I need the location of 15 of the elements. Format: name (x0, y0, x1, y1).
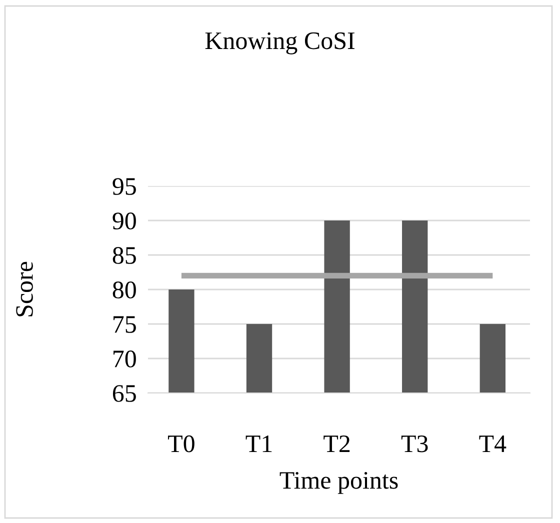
y-tick-label: 90 (112, 212, 136, 230)
x-tick-label: T2 (324, 435, 350, 452)
x-tick-label: T0 (168, 435, 194, 452)
chart-title: Knowing CoSI (205, 32, 354, 54)
y-tick-label: 65 (112, 385, 136, 402)
x-tick-label: T3 (401, 435, 428, 452)
y-axis-title: Score (16, 262, 33, 316)
y-tick-label: 70 (114, 350, 136, 368)
x-tick-label: T4 (479, 436, 506, 452)
x-tick-label: T1 (246, 436, 272, 452)
x-axis-title: Time points (280, 472, 398, 494)
y-tick-label: 95 (112, 178, 136, 195)
y-tick-label: 80 (112, 282, 136, 298)
y-tick-label: 85 (112, 247, 136, 264)
y-tick-label: 75 (114, 316, 136, 333)
